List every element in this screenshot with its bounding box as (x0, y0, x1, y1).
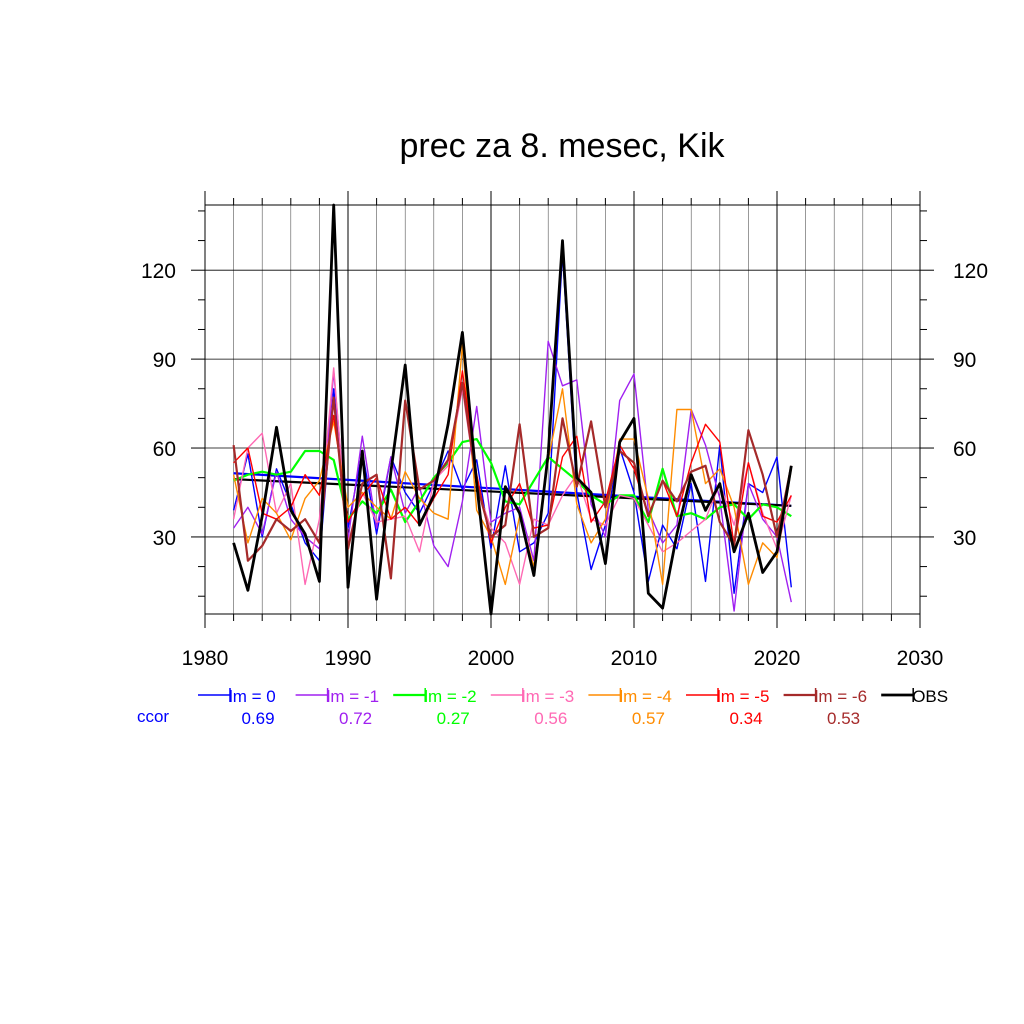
x-tick-label: 2000 (468, 647, 515, 670)
chart-title: prec za 8. mesec, Kik (399, 127, 725, 165)
ccor-value: 0.56 (534, 709, 567, 728)
legend-label: lm = -3 (522, 687, 574, 706)
series-line-3 (232, 367, 792, 586)
ccor-value: 0.53 (827, 709, 860, 728)
legend-label: lm = -6 (815, 687, 867, 706)
legend-label: OBS (912, 687, 948, 706)
plot-frame (204, 204, 921, 615)
y-tick-label-left: 120 (141, 260, 176, 283)
series-line-7 (232, 203, 793, 616)
ccor-label: ccor (137, 707, 169, 726)
series-line-5 (233, 370, 792, 547)
x-tick-label: 1990 (325, 647, 372, 670)
legend-label: lm = -5 (717, 687, 769, 706)
trend-line-1 (233, 478, 792, 507)
x-tick-label: 2020 (754, 647, 801, 670)
x-tick-labels: 1980 1990 2000 2010 2020 2030 (182, 647, 944, 670)
series-line-6 (232, 381, 793, 580)
y-tick-labels: 30 30 60 60 90 90 120 120 (141, 260, 988, 550)
series-lines (232, 203, 793, 616)
y-tick-label-right: 60 (953, 438, 976, 461)
series-line-0 (232, 251, 792, 594)
legend-label: lm = -4 (619, 687, 671, 706)
ccor-value: 0.57 (632, 709, 665, 728)
x-tick-label: 2010 (611, 647, 658, 670)
y-tick-label-right: 30 (953, 527, 976, 550)
y-tick-label-right: 90 (953, 349, 976, 372)
legend-label: lm = -1 (327, 687, 379, 706)
ccor-value: 0.72 (339, 709, 372, 728)
legend-label: lm = -2 (424, 687, 476, 706)
series-line-4 (232, 343, 792, 586)
ccor-value: 0.27 (437, 709, 470, 728)
ccor-value: 0.69 (241, 709, 274, 728)
legend-label: lm = 0 (229, 687, 276, 706)
y-tick-label-left: 90 (153, 349, 176, 372)
grid (205, 205, 920, 614)
ccor-value: 0.34 (729, 709, 762, 728)
y-tick-label-left: 60 (153, 438, 176, 461)
x-tick-label: 1980 (182, 647, 229, 670)
y-tick-label-right: 120 (953, 260, 988, 283)
legend: lm = 0 0.69 lm = -1 0.72 lm = -2 0.27 lm = -3 0… (198, 687, 948, 728)
y-tick-label-left: 30 (153, 527, 176, 550)
x-tick-label: 2030 (897, 647, 944, 670)
axis-ticks (191, 191, 934, 628)
